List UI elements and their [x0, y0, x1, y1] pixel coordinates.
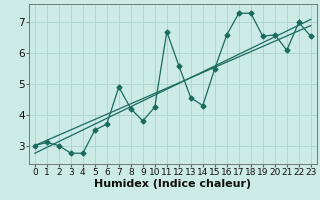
X-axis label: Humidex (Indice chaleur): Humidex (Indice chaleur) [94, 179, 252, 189]
